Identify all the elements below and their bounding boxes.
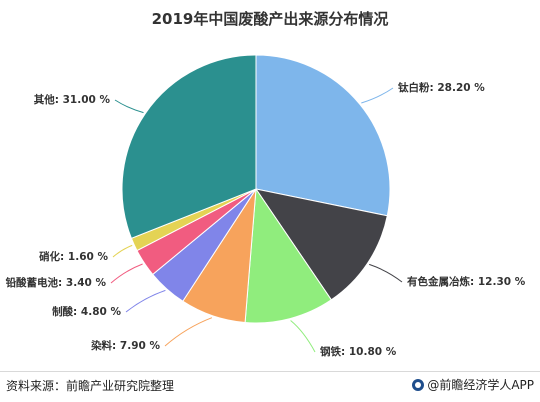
slice-label-5: 铅酸蓄电池: 3.40 % [6, 276, 107, 289]
leader-line-7 [114, 99, 144, 114]
leader-line-2 [290, 320, 316, 353]
leader-line-5 [110, 263, 143, 284]
slice-label-6: 硝化: 1.60 % [39, 250, 108, 263]
slice-label-7: 其他: 31.00 % [34, 93, 111, 106]
leader-line-0 [361, 87, 394, 104]
slice-label-0: 钛白粉: 28.20 % [398, 81, 485, 94]
leader-lines [110, 87, 403, 353]
brand-text: @前瞻经济学人APP [427, 378, 534, 392]
leader-line-4 [125, 289, 166, 313]
leader-line-3 [164, 317, 213, 347]
pie-slice-2 [244, 187, 333, 324]
pie-chart: 钛白粉: 28.20 % 有色金属冶炼: 12.30 % 钢铁: 10.80 % 染料… [6, 54, 526, 358]
slice-label-4: 制酸: 4.80 % [52, 305, 121, 318]
pie-slice-7 [121, 54, 257, 239]
pie-slices [121, 54, 391, 324]
pie-slice-1 [254, 188, 388, 301]
source-note: 资料来源：前瞻产业研究院整理 [6, 379, 175, 393]
slice-label-1: 有色金属冶炼: 12.30 % [407, 275, 526, 288]
footer-divider [0, 371, 540, 372]
data-labels: 钛白粉: 28.20 % 有色金属冶炼: 12.30 % 钢铁: 10.80 % 染料… [6, 81, 526, 358]
chart-title: 2019年中国废酸产出来源分布情况 [151, 10, 389, 28]
leader-line-1 [369, 263, 403, 283]
leader-line-6 [112, 244, 133, 258]
pie-slice-0 [255, 54, 391, 217]
brand-logo-icon [412, 378, 425, 391]
slice-label-2: 钢铁: 10.80 % [320, 345, 397, 358]
slice-label-3: 染料: 7.90 % [90, 339, 160, 352]
brand-credit: @前瞻经济学人APP [412, 376, 534, 393]
